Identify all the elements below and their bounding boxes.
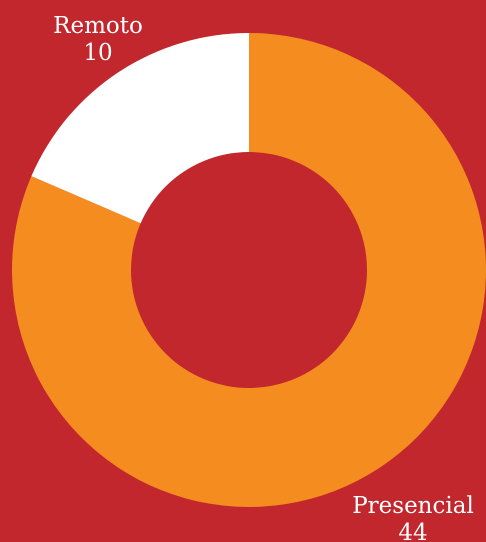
slice-label-presencial-name: Presencial <box>352 493 474 519</box>
slice-label-presencial-value: 44 <box>398 520 428 542</box>
slice-label-remoto-name: Remoto <box>53 13 143 39</box>
donut-hole <box>131 152 367 388</box>
slice-label-presencial: Presencial 44 <box>352 493 474 542</box>
slice-label-remoto: Remoto 10 <box>52 13 144 67</box>
slice-label-remoto-value: 10 <box>83 40 113 66</box>
